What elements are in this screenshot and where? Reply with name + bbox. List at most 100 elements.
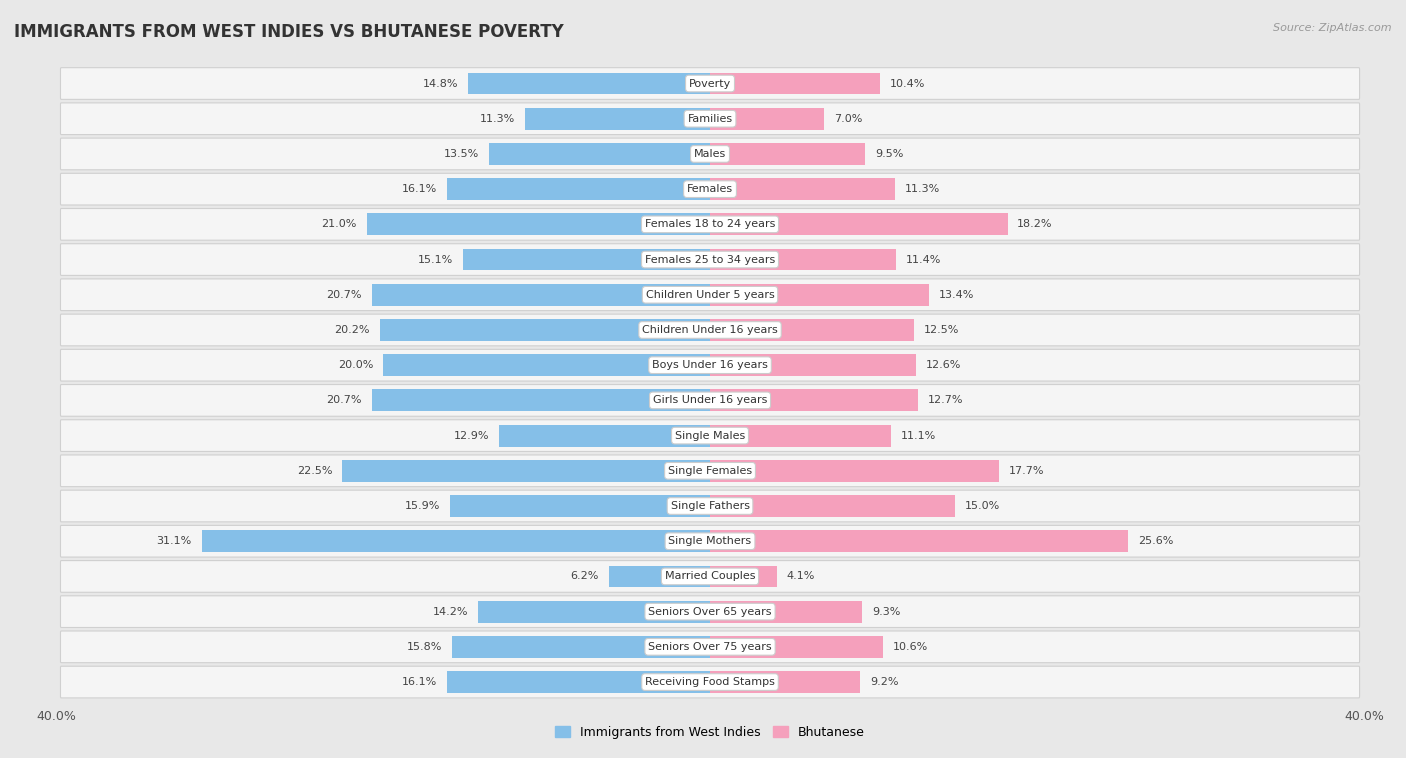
Text: 6.2%: 6.2% [571,572,599,581]
Text: Boys Under 16 years: Boys Under 16 years [652,360,768,370]
Text: 4.1%: 4.1% [787,572,815,581]
Bar [710,460,1000,482]
FancyBboxPatch shape [60,279,1360,311]
Text: Females 25 to 34 years: Females 25 to 34 years [645,255,775,265]
Text: 13.4%: 13.4% [939,290,974,299]
FancyBboxPatch shape [60,666,1360,698]
FancyBboxPatch shape [60,208,1360,240]
Text: 16.1%: 16.1% [402,184,437,194]
Bar [710,214,1008,235]
Text: 20.2%: 20.2% [335,325,370,335]
Bar [710,531,1129,552]
Bar [710,319,914,341]
Bar [499,424,710,446]
Text: 9.3%: 9.3% [872,606,900,617]
Text: 18.2%: 18.2% [1018,219,1053,230]
Text: 14.2%: 14.2% [433,606,468,617]
Text: 12.9%: 12.9% [454,431,489,440]
Text: 15.1%: 15.1% [418,255,453,265]
FancyBboxPatch shape [60,138,1360,170]
Bar [710,283,929,305]
FancyBboxPatch shape [60,455,1360,487]
Text: 14.8%: 14.8% [423,79,458,89]
Text: 12.7%: 12.7% [928,396,963,406]
Bar [710,108,824,130]
Bar [710,354,915,376]
FancyBboxPatch shape [60,314,1360,346]
Bar [710,178,894,200]
Bar [609,565,710,587]
Bar [342,460,710,482]
Bar [489,143,710,164]
Text: Seniors Over 75 years: Seniors Over 75 years [648,642,772,652]
Text: Married Couples: Married Couples [665,572,755,581]
Text: 11.4%: 11.4% [905,255,942,265]
Text: 10.6%: 10.6% [893,642,928,652]
Text: 31.1%: 31.1% [156,536,191,547]
FancyBboxPatch shape [60,596,1360,628]
Legend: Immigrants from West Indies, Bhutanese: Immigrants from West Indies, Bhutanese [550,721,870,744]
Text: IMMIGRANTS FROM WEST INDIES VS BHUTANESE POVERTY: IMMIGRANTS FROM WEST INDIES VS BHUTANESE… [14,23,564,41]
Bar [447,178,710,200]
Text: 22.5%: 22.5% [297,466,332,476]
Text: 15.9%: 15.9% [405,501,440,511]
Bar [371,390,710,412]
Text: 12.5%: 12.5% [924,325,959,335]
Bar [201,531,710,552]
Bar [526,108,710,130]
Bar [710,249,897,271]
Text: 7.0%: 7.0% [834,114,863,124]
FancyBboxPatch shape [60,490,1360,522]
Text: Males: Males [695,149,725,159]
Text: Single Mothers: Single Mothers [668,536,752,547]
Text: Single Fathers: Single Fathers [671,501,749,511]
FancyBboxPatch shape [60,174,1360,205]
Bar [367,214,710,235]
Text: 11.3%: 11.3% [904,184,939,194]
Text: 15.8%: 15.8% [406,642,441,652]
Text: Girls Under 16 years: Girls Under 16 years [652,396,768,406]
Bar [371,283,710,305]
Bar [463,249,710,271]
Bar [382,354,710,376]
Text: Single Males: Single Males [675,431,745,440]
Bar [710,143,865,164]
FancyBboxPatch shape [60,67,1360,99]
Bar [447,671,710,693]
Bar [710,495,955,517]
Bar [468,73,710,95]
FancyBboxPatch shape [60,103,1360,135]
Text: 17.7%: 17.7% [1010,466,1045,476]
FancyBboxPatch shape [60,561,1360,592]
Text: 25.6%: 25.6% [1139,536,1174,547]
Bar [710,424,891,446]
Text: Single Females: Single Females [668,466,752,476]
FancyBboxPatch shape [60,631,1360,662]
Bar [478,601,710,622]
Bar [450,495,710,517]
Bar [710,636,883,658]
Bar [710,565,778,587]
FancyBboxPatch shape [60,525,1360,557]
Text: Families: Families [688,114,733,124]
Text: Seniors Over 65 years: Seniors Over 65 years [648,606,772,617]
Text: 11.3%: 11.3% [481,114,516,124]
Text: 21.0%: 21.0% [322,219,357,230]
Text: 20.7%: 20.7% [326,396,361,406]
Text: 20.0%: 20.0% [337,360,374,370]
Text: 10.4%: 10.4% [890,79,925,89]
Text: Females 18 to 24 years: Females 18 to 24 years [645,219,775,230]
Text: 9.5%: 9.5% [875,149,904,159]
FancyBboxPatch shape [60,420,1360,452]
Text: 16.1%: 16.1% [402,677,437,687]
Text: Poverty: Poverty [689,79,731,89]
Bar [710,601,862,622]
Text: Children Under 16 years: Children Under 16 years [643,325,778,335]
Bar [710,390,918,412]
Text: 12.6%: 12.6% [925,360,962,370]
Bar [451,636,710,658]
Text: 15.0%: 15.0% [965,501,1000,511]
Text: 20.7%: 20.7% [326,290,361,299]
FancyBboxPatch shape [60,244,1360,275]
FancyBboxPatch shape [60,384,1360,416]
